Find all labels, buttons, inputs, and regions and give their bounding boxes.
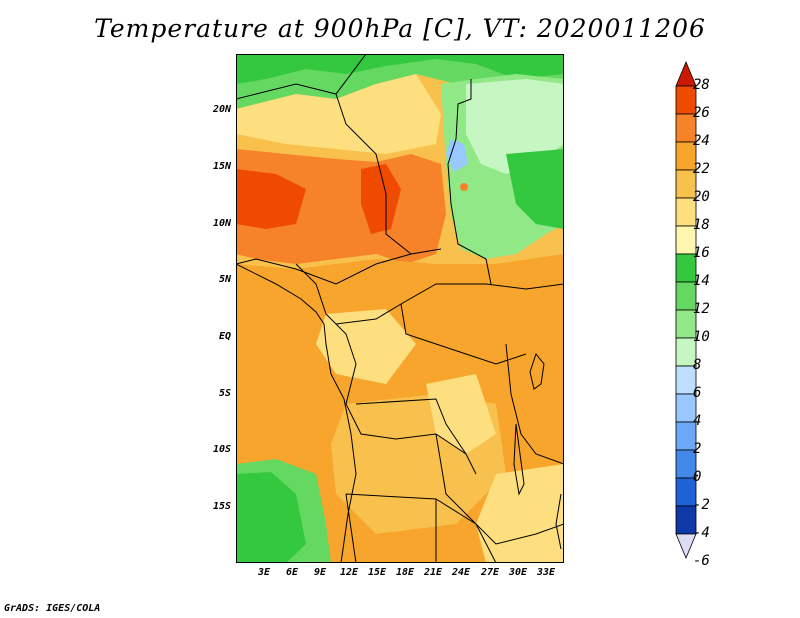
coastline bbox=[236, 263, 357, 563]
lon-tick: 30E bbox=[508, 567, 528, 578]
lat-tick: EQ bbox=[218, 331, 231, 342]
lat-tick: 15N bbox=[212, 161, 231, 172]
lon-tick: 24E bbox=[451, 567, 471, 578]
colorbar-label: 2 bbox=[693, 441, 702, 457]
colorbar-label: 10 bbox=[693, 329, 710, 345]
colorbar bbox=[675, 60, 697, 560]
map-title: Temperature at 900hPa [C], VT: 202001120… bbox=[94, 14, 706, 43]
lat-tick: 20N bbox=[212, 104, 231, 115]
colorbar-label: -6 bbox=[693, 553, 710, 569]
lon-tick: 27E bbox=[480, 567, 500, 578]
colorbar-cap-bottom bbox=[675, 533, 697, 560]
temperature-map bbox=[236, 54, 564, 563]
colorbar-label: 28 bbox=[693, 77, 710, 93]
credit-text: GrADS: IGES/COLA bbox=[4, 603, 101, 614]
lon-tick: 21E bbox=[423, 567, 443, 578]
lat-tick: 10N bbox=[212, 218, 231, 229]
colorbar-label: 14 bbox=[693, 273, 710, 289]
colorbar-label: 20 bbox=[693, 189, 710, 205]
lon-tick: 33E bbox=[536, 567, 556, 578]
lon-tick: 12E bbox=[339, 567, 359, 578]
colorbar-label: 22 bbox=[693, 161, 710, 177]
lon-tick: 3E bbox=[257, 567, 271, 578]
border-lines bbox=[236, 54, 564, 563]
lon-tick: 18E bbox=[395, 567, 415, 578]
colorbar-label: 16 bbox=[693, 245, 710, 261]
colorbar-label: 6 bbox=[693, 385, 702, 401]
colorbar-label: 26 bbox=[693, 105, 710, 121]
lat-tick: 5S bbox=[218, 388, 231, 399]
colorbar-label: 4 bbox=[693, 413, 702, 429]
colorbar-label: 18 bbox=[693, 217, 710, 233]
lat-tick: 5N bbox=[218, 274, 231, 285]
colorbar-label: 12 bbox=[693, 301, 710, 317]
lat-tick: 10S bbox=[212, 444, 231, 455]
lat-tick: 15S bbox=[212, 501, 231, 512]
lon-tick: 9E bbox=[313, 567, 327, 578]
lon-tick: 6E bbox=[285, 567, 299, 578]
lon-tick: 15E bbox=[367, 567, 387, 578]
colorbar-label: -4 bbox=[693, 525, 710, 541]
colorbar-label: 0 bbox=[693, 469, 702, 485]
colorbar-label: 8 bbox=[693, 357, 702, 373]
colorbar-label: 24 bbox=[693, 133, 710, 149]
colorbar-label: -2 bbox=[693, 497, 710, 513]
